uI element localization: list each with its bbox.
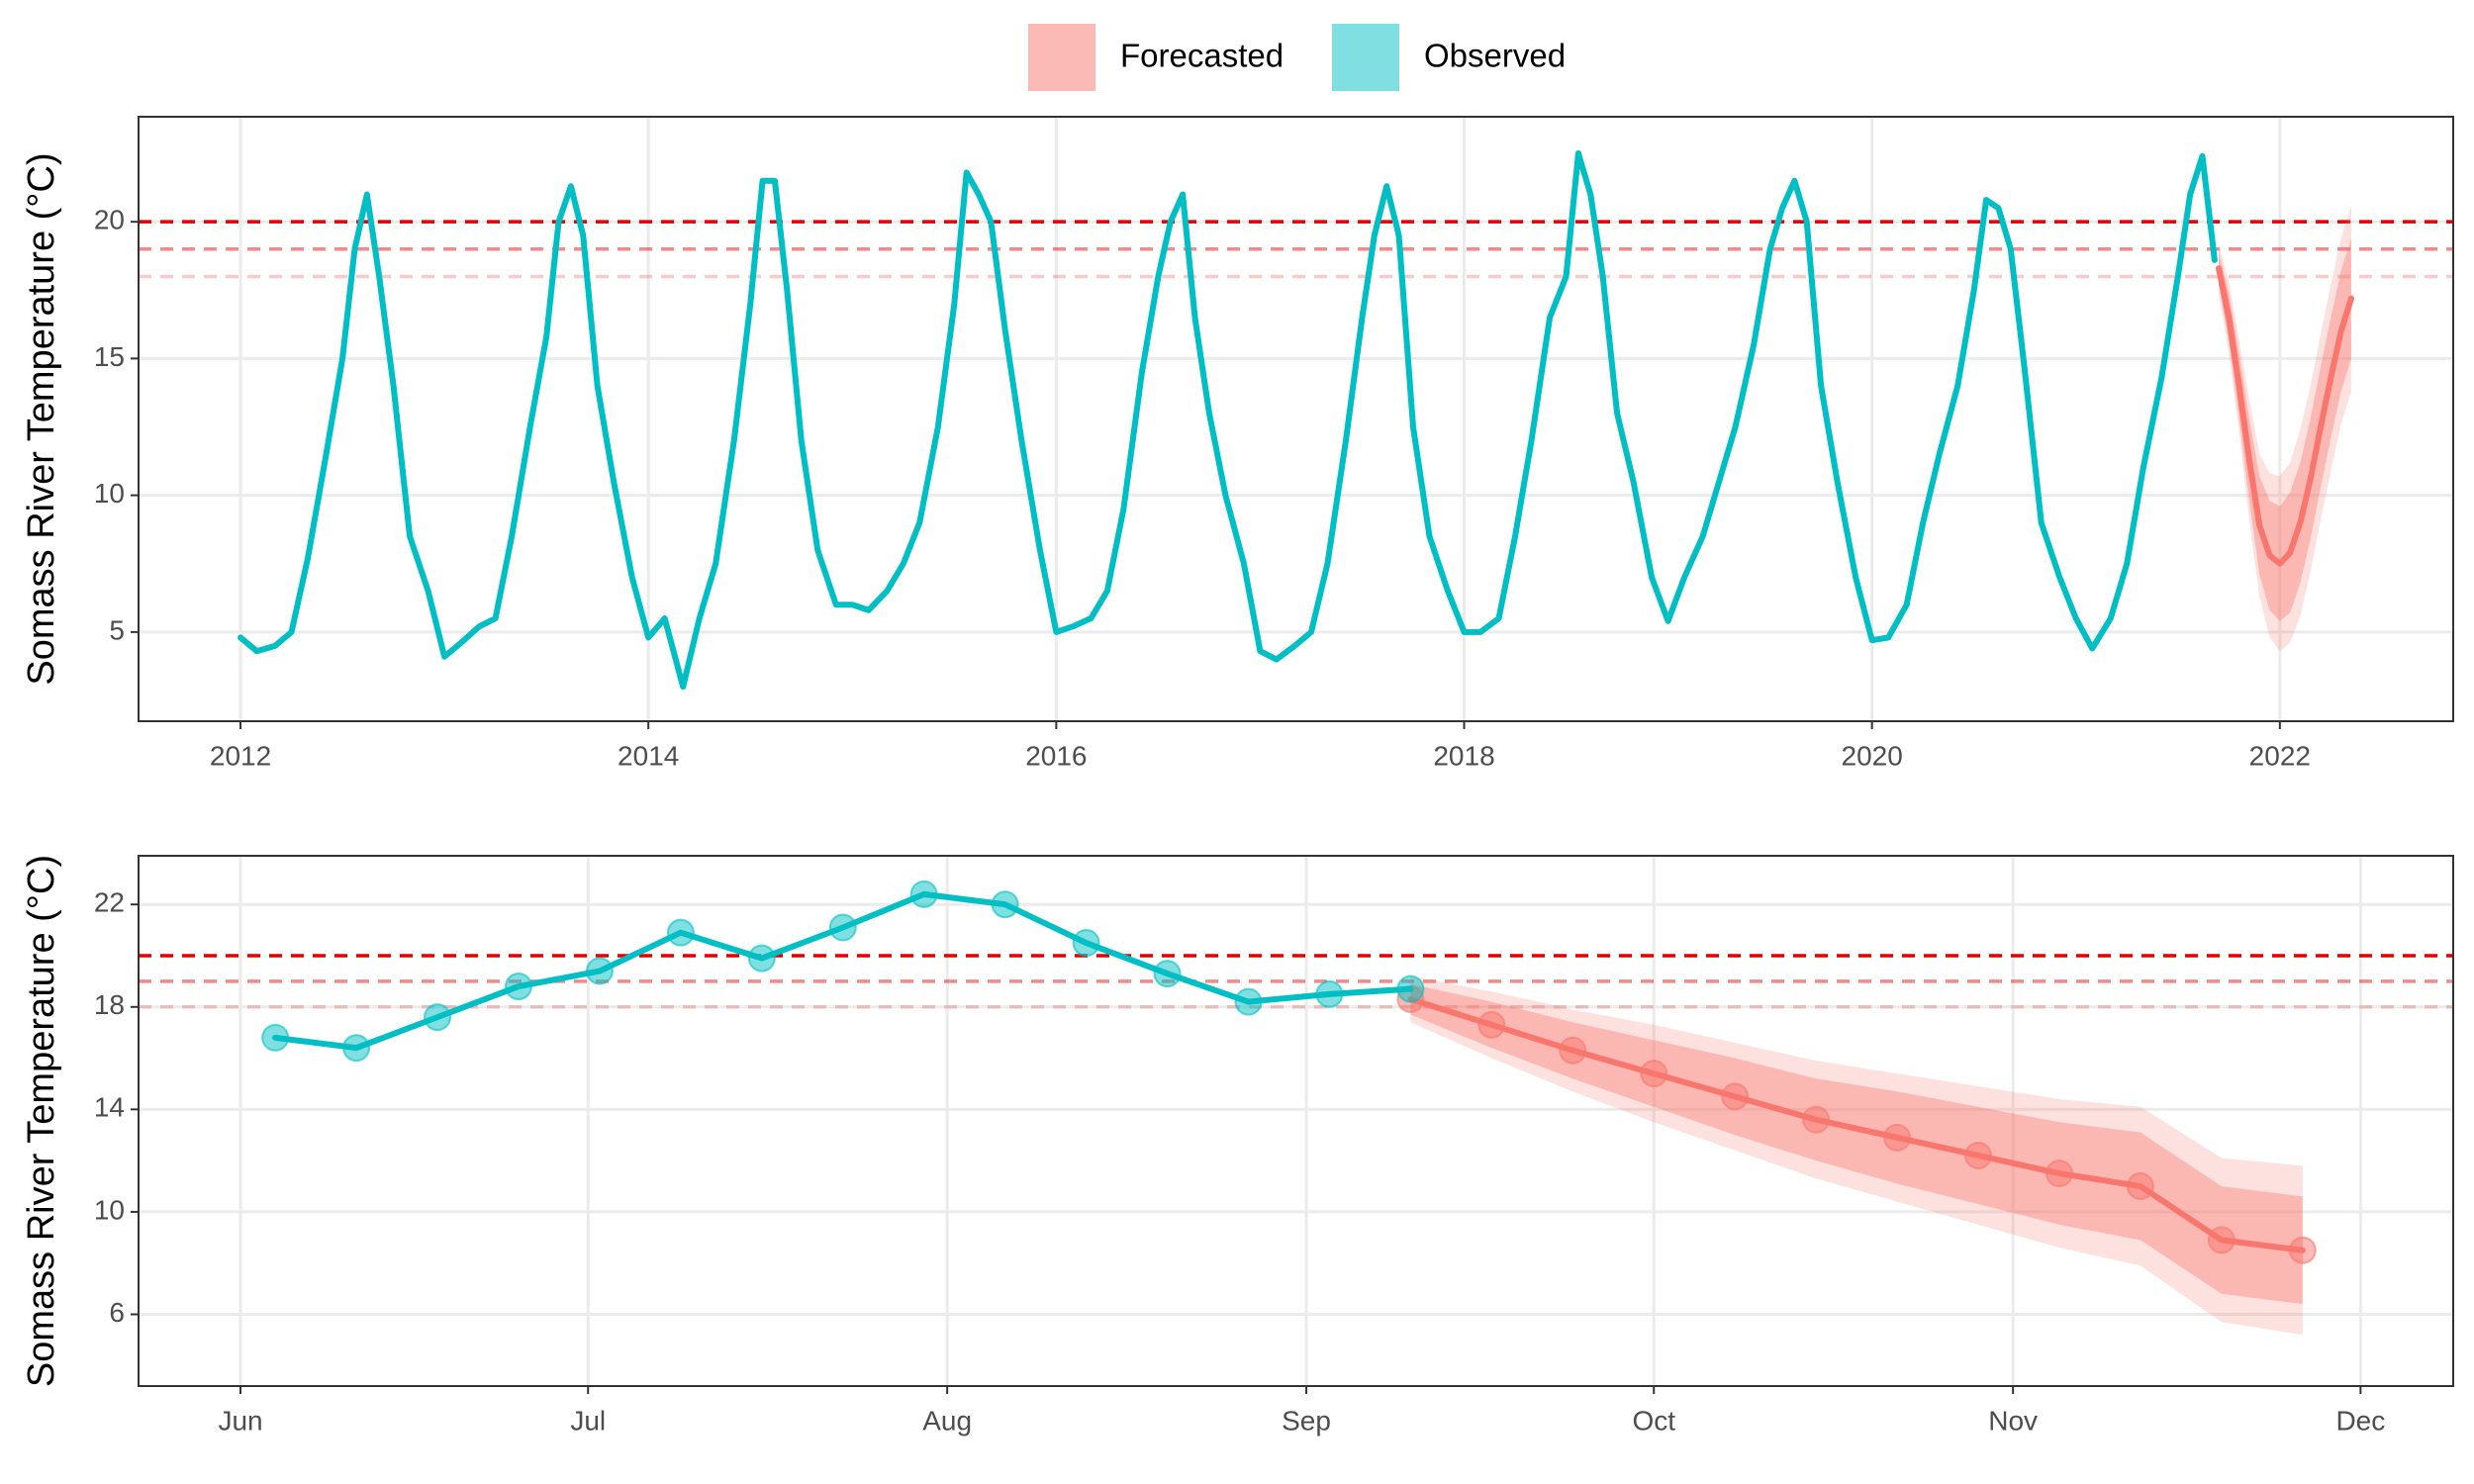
legend-key [1028,24,1095,91]
x-tick-label: Sep [1282,1405,1331,1436]
point [828,913,857,942]
y-tick-label: 20 [94,205,125,235]
point [2207,1226,2236,1254]
point [909,880,938,908]
point [342,1034,371,1063]
y-tick-label: 22 [94,887,125,918]
series-line [2216,265,2354,567]
plot-area [139,150,2453,691]
point [991,890,1019,919]
point [1396,974,1425,1003]
x-tick-label: Aug [922,1405,972,1436]
point [1072,929,1100,958]
x-tick-label: Dec [2335,1405,2385,1436]
point [1153,960,1182,988]
point [2288,1236,2317,1264]
x-tick-label: Oct [1632,1405,1675,1436]
forecast-band [1410,983,2303,1305]
y-tick-label: 15 [94,341,125,372]
point [585,957,614,985]
x-tick-label: 2016 [1025,740,1087,771]
series-line [1407,996,2306,1253]
point [424,1003,452,1032]
point [2126,1172,2154,1201]
x-tick-label: 2020 [1842,740,1903,771]
x-tick-label: 2012 [210,740,271,771]
y-tick-label: 18 [94,989,125,1020]
x-tick-label: Jul [570,1405,606,1436]
point [1640,1060,1668,1088]
panel-border [138,855,2454,1387]
point [1315,979,1344,1008]
point [1721,1082,1750,1111]
panel-border [138,116,2454,722]
legend: Forecasted Observed [1028,24,1566,91]
y-tick-label: 10 [94,478,125,509]
point [2045,1159,2073,1188]
legend-label: Forecasted [1120,38,1284,74]
panel-background [139,856,2453,1386]
x-tick-label: 2018 [1433,740,1494,771]
legend-label: Observed [1424,38,1566,74]
point [1234,987,1263,1016]
point [1477,1010,1506,1039]
point [261,1023,290,1052]
y-tick-label: 6 [109,1297,125,1328]
panel: 5 10 15 20 2012 2014 2016 2018 2020 2022 Somass Ri… [21,116,2454,771]
y-tick-label: 14 [94,1092,125,1123]
panel-background [139,117,2453,721]
x-tick-label: Nov [1988,1405,2038,1436]
point [504,973,532,1001]
panel: 6 10 14 18 22 Jun Jul Aug Sep Oct Nov Dec Somass Riv… [21,855,2454,1436]
point [1802,1105,1831,1134]
x-tick-label: 2014 [618,740,679,771]
series-line [238,150,2218,691]
y-axis-title: Somass River Temperature (°C) [21,855,62,1387]
y-tick-label: 10 [94,1194,125,1225]
point [666,918,695,947]
point [1964,1141,1993,1169]
point [747,944,776,973]
y-tick-label: 5 [109,614,125,645]
x-tick-label: 2022 [2249,740,2311,771]
x-tick-label: Jun [218,1405,262,1436]
y-axis-title: Somass River Temperature (°C) [21,152,62,685]
legend-key [1332,24,1399,91]
plot-area [139,880,2453,1336]
point [1559,1036,1587,1065]
point [1883,1123,1912,1152]
